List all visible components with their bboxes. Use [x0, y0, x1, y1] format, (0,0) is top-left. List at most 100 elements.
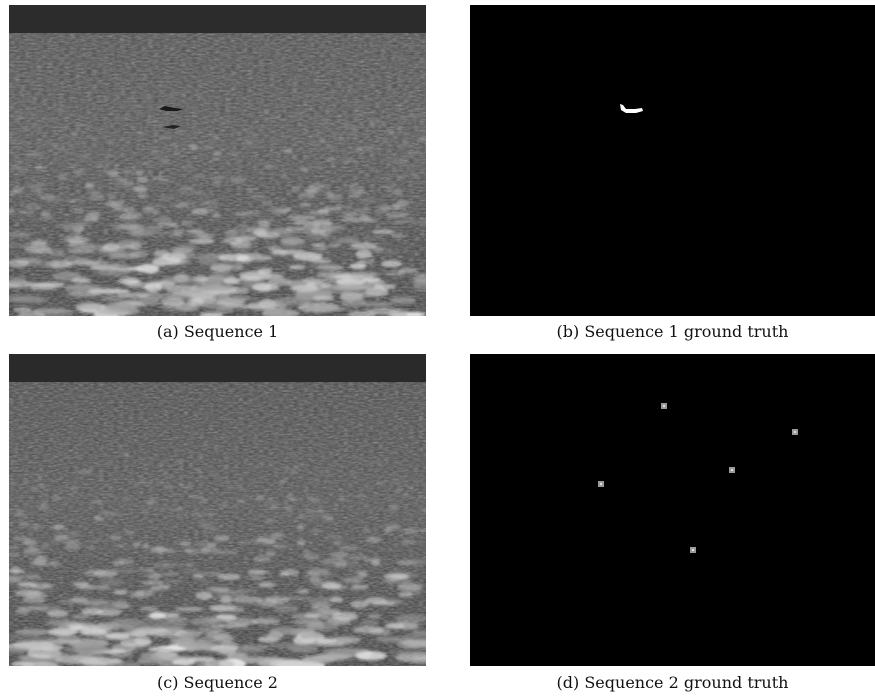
glint — [162, 276, 201, 284]
glint — [405, 388, 409, 390]
glint — [135, 589, 155, 598]
glint — [68, 492, 78, 497]
glint — [308, 94, 313, 96]
glint — [318, 53, 322, 56]
glint — [412, 115, 419, 119]
glint — [172, 659, 195, 666]
glint — [66, 455, 72, 459]
glint — [314, 509, 327, 514]
glint — [29, 282, 65, 288]
glint — [396, 583, 423, 591]
glint — [155, 620, 188, 630]
glint — [235, 400, 239, 402]
glint — [389, 504, 399, 509]
glint — [234, 420, 238, 423]
glint — [154, 204, 166, 209]
glint — [383, 528, 393, 533]
glint — [393, 220, 406, 225]
glint — [112, 206, 127, 212]
glint — [411, 436, 416, 439]
glint — [88, 539, 101, 544]
glint — [342, 86, 347, 89]
glint — [411, 558, 426, 566]
glint — [331, 91, 335, 94]
glint — [168, 414, 172, 417]
glint — [146, 501, 155, 507]
glint — [219, 550, 238, 555]
glint — [301, 549, 312, 555]
glint — [354, 116, 361, 119]
glint — [128, 410, 131, 412]
glint — [320, 81, 324, 85]
glint — [18, 581, 38, 588]
glint — [123, 180, 134, 187]
glint — [264, 537, 277, 545]
glint — [95, 463, 101, 466]
glint — [247, 468, 254, 472]
glint — [329, 596, 343, 603]
glint — [83, 125, 90, 129]
glint — [40, 500, 47, 506]
glint — [344, 218, 367, 223]
glint — [10, 433, 15, 436]
glint — [196, 469, 202, 474]
glint — [357, 423, 361, 426]
glint — [178, 631, 195, 636]
glint — [383, 423, 387, 426]
glint — [364, 82, 368, 85]
glint — [235, 158, 243, 163]
glint — [170, 143, 179, 149]
glint — [49, 458, 54, 462]
glint — [19, 112, 24, 116]
glint — [181, 94, 185, 98]
glint — [83, 183, 98, 187]
glint — [212, 176, 226, 180]
glint — [306, 496, 315, 500]
glint — [197, 285, 235, 292]
glint — [417, 494, 424, 499]
glint — [299, 111, 306, 115]
glint — [391, 188, 403, 195]
glint — [173, 228, 185, 237]
glint — [332, 133, 339, 137]
glint — [51, 117, 57, 121]
glint — [182, 39, 185, 41]
glint — [213, 647, 236, 655]
glint — [313, 653, 354, 659]
glint — [357, 571, 368, 578]
glint — [144, 209, 161, 214]
glint — [182, 569, 204, 574]
glint — [349, 193, 362, 198]
glint — [296, 95, 302, 98]
glint — [310, 514, 321, 518]
glint — [136, 657, 160, 664]
glint — [90, 73, 94, 75]
glint — [382, 579, 396, 584]
glint — [189, 191, 205, 195]
target-marker — [661, 403, 667, 409]
glint — [384, 271, 407, 276]
glint — [395, 76, 399, 79]
glint — [40, 542, 50, 549]
glint — [16, 116, 24, 120]
glint — [100, 247, 114, 252]
glint — [164, 579, 185, 584]
glint — [23, 548, 36, 553]
glint — [352, 397, 356, 400]
glint — [60, 126, 69, 131]
glint — [259, 455, 264, 459]
glint — [194, 93, 199, 96]
glint — [104, 200, 125, 208]
glint — [167, 96, 173, 100]
glint — [142, 462, 148, 467]
glint — [40, 211, 52, 217]
glint — [160, 158, 170, 164]
glint — [108, 140, 114, 144]
glint — [71, 614, 89, 619]
glint — [192, 574, 204, 578]
glint — [118, 213, 137, 221]
caption-sequence-1-ground-truth: (b) Sequence 1 ground truth — [556, 322, 789, 341]
glint — [15, 167, 29, 173]
glint — [289, 454, 294, 458]
glint — [359, 198, 376, 204]
